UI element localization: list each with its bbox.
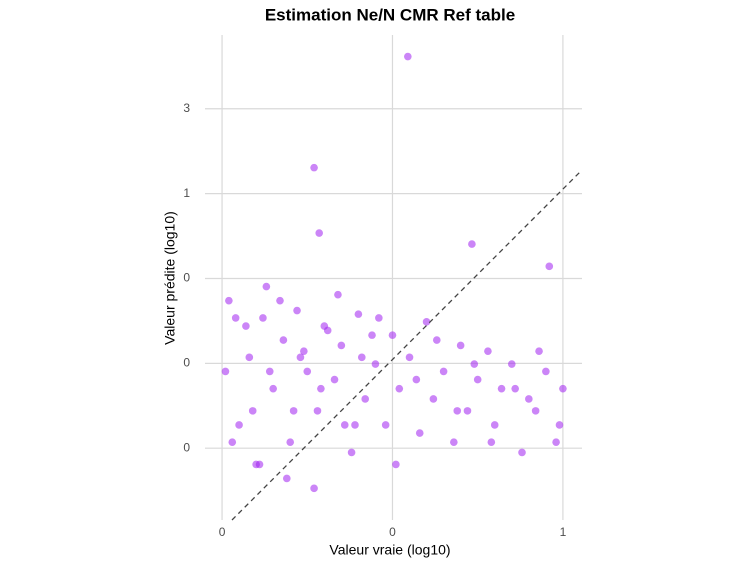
point — [235, 421, 243, 429]
point — [395, 384, 404, 393]
y-axis-title: Valeur prédite (log10) — [162, 211, 178, 345]
point — [487, 438, 496, 446]
point — [310, 163, 318, 172]
point — [340, 421, 349, 429]
point — [404, 52, 412, 61]
x-tick-label: 1 — [560, 525, 567, 539]
point — [255, 460, 264, 469]
point — [456, 341, 465, 350]
x-tick-label: 0 — [219, 525, 226, 539]
point — [289, 407, 298, 415]
point — [351, 421, 359, 429]
point — [453, 407, 462, 415]
point — [507, 360, 516, 368]
point — [330, 375, 339, 384]
point — [439, 367, 448, 376]
y-tick-label: 0 — [183, 440, 190, 454]
point — [429, 395, 438, 403]
point — [303, 367, 312, 376]
point — [221, 367, 230, 376]
point — [245, 353, 254, 362]
y-tick-label: 3 — [183, 101, 190, 115]
point — [310, 484, 318, 493]
y-tick-label: 0 — [183, 271, 190, 285]
point — [361, 395, 370, 403]
point — [293, 306, 301, 315]
point — [286, 438, 295, 446]
point — [415, 429, 424, 437]
point — [463, 407, 472, 415]
point — [228, 438, 237, 446]
point — [559, 384, 567, 393]
y-tick-label: 0 — [183, 356, 190, 370]
point — [265, 367, 274, 376]
point — [323, 326, 332, 335]
point — [542, 367, 550, 376]
point — [337, 341, 346, 350]
point — [276, 296, 284, 305]
point — [405, 353, 414, 362]
point — [354, 310, 363, 318]
point — [450, 438, 458, 446]
point — [412, 375, 421, 384]
point — [392, 460, 400, 469]
point — [473, 375, 482, 384]
chart-title: Estimation Ne/N CMR Ref table — [265, 5, 515, 24]
grid: 0 0 1 0 0 0 1 3 — [183, 35, 582, 539]
point — [545, 262, 554, 271]
point — [357, 353, 366, 362]
point — [381, 421, 390, 429]
point — [490, 421, 499, 429]
point — [511, 384, 519, 393]
identity-line — [231, 169, 583, 521]
point — [497, 384, 506, 393]
point — [296, 353, 305, 362]
point — [375, 314, 383, 322]
point — [518, 448, 526, 457]
point — [279, 336, 288, 344]
point — [248, 407, 257, 415]
point — [262, 282, 271, 291]
point — [283, 474, 291, 483]
point — [371, 360, 380, 368]
point — [231, 314, 240, 322]
point — [347, 448, 356, 457]
point — [259, 314, 267, 322]
point — [525, 395, 533, 403]
point — [535, 347, 543, 355]
point — [313, 407, 322, 415]
point — [531, 407, 540, 415]
point — [432, 336, 441, 344]
points — [221, 52, 567, 493]
point — [269, 384, 277, 393]
point — [468, 240, 476, 248]
x-tick-label: 0 — [389, 525, 396, 539]
x-axis-title: Valeur vraie (log10) — [329, 542, 450, 558]
point — [368, 331, 376, 339]
point — [470, 360, 479, 368]
point — [334, 290, 342, 299]
point — [484, 347, 492, 355]
point — [555, 421, 564, 429]
point — [422, 318, 431, 326]
point — [552, 438, 560, 446]
point — [315, 229, 323, 237]
point — [242, 322, 250, 330]
point — [225, 296, 233, 305]
y-tick-label: 1 — [183, 186, 190, 200]
point — [388, 331, 397, 339]
point — [317, 384, 325, 393]
point — [300, 347, 308, 355]
